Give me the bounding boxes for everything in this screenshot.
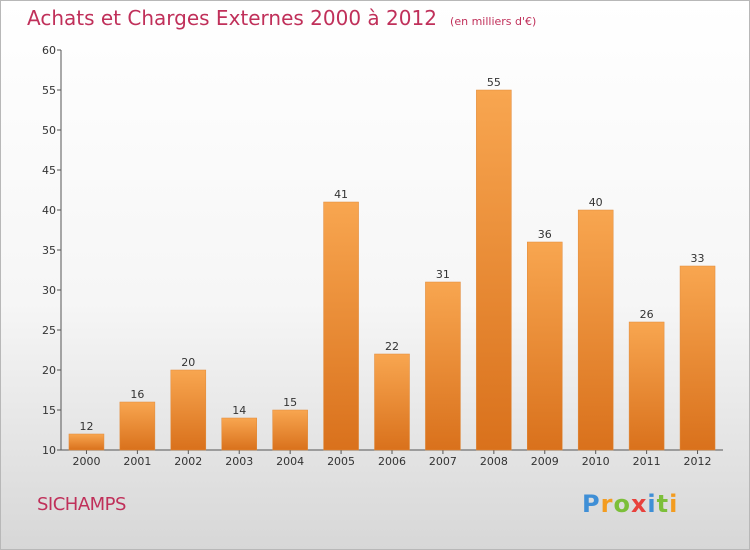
bar-value-label: 20 — [181, 356, 195, 369]
y-tick-label: 50 — [42, 124, 56, 137]
y-tick-label: 15 — [42, 404, 56, 417]
chart-subtitle: (en milliers d'€) — [450, 15, 537, 28]
bar — [374, 353, 410, 451]
y-tick-label: 10 — [42, 444, 56, 457]
bar-value-label: 12 — [79, 420, 93, 433]
x-tick-label: 2002 — [174, 455, 202, 468]
bars: 12 16 20 14 15 41 22 31 55 36 40 26 33 — [68, 76, 716, 451]
chart-title: Achats et Charges Externes 2000 à 2012 — [27, 6, 437, 30]
proxiti-logo[interactable]: Proxiti — [582, 490, 678, 518]
bar-value-label: 22 — [385, 340, 399, 353]
y-tick-label: 40 — [42, 204, 56, 217]
bar — [577, 209, 614, 451]
y-tick-label: 30 — [42, 284, 56, 297]
bar-value-label: 55 — [487, 76, 501, 89]
x-tick-label: 2000 — [72, 455, 100, 468]
bar — [272, 409, 308, 451]
y-tick-label: 55 — [42, 84, 56, 97]
bar — [170, 369, 207, 451]
logo-letter: r — [600, 490, 614, 518]
logo-letter: o — [613, 490, 631, 518]
x-tick-label: 2003 — [225, 455, 253, 468]
y-tick-label: 25 — [42, 324, 56, 337]
bar-value-label: 31 — [436, 268, 450, 281]
bar — [68, 433, 105, 451]
x-tick-label: 2007 — [429, 455, 457, 468]
bar — [119, 401, 156, 451]
x-tick-label: 2009 — [531, 455, 559, 468]
x-tick-label: 2010 — [582, 455, 610, 468]
bar — [527, 241, 563, 451]
y-tick-label: 60 — [42, 44, 56, 57]
x-tick-label: 2008 — [480, 455, 508, 468]
x-tick-label: 2001 — [123, 455, 151, 468]
logo-letter: x — [630, 490, 648, 518]
bar-value-label: 40 — [589, 196, 603, 209]
logo-letter: i — [669, 490, 679, 518]
title-line: Achats et Charges Externes 2000 à 2012 (… — [27, 6, 536, 30]
bar — [628, 321, 665, 451]
x-tick-label: 2011 — [633, 455, 661, 468]
logo-letter: t — [656, 490, 670, 518]
bar-value-label: 26 — [640, 308, 654, 321]
bar-value-label: 36 — [538, 228, 552, 241]
bar-value-label: 33 — [691, 252, 705, 265]
logo-letter: P — [582, 490, 601, 518]
y-tick-label: 35 — [42, 244, 56, 257]
logo-letter: i — [647, 490, 657, 518]
bar-value-label: 15 — [283, 396, 297, 409]
bar — [425, 281, 461, 451]
x-tick-label: 2006 — [378, 455, 406, 468]
x-tick-label: 2012 — [684, 455, 712, 468]
bar-value-label: 41 — [334, 188, 348, 201]
bar — [221, 417, 257, 451]
bar-value-label: 14 — [232, 404, 246, 417]
bar — [476, 89, 512, 451]
x-tick-label: 2005 — [327, 455, 355, 468]
bar-value-label: 16 — [130, 388, 144, 401]
x-tick-label: 2004 — [276, 455, 304, 468]
bar — [679, 265, 716, 451]
y-tick-label: 45 — [42, 164, 56, 177]
y-tick-label: 20 — [42, 364, 56, 377]
commune-name: SICHAMPS — [37, 494, 126, 515]
bar — [323, 201, 359, 451]
